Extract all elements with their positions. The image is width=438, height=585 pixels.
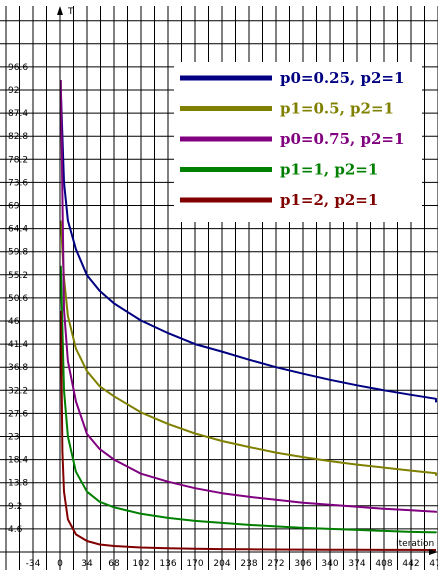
axes: T Iteration — [0, 6, 438, 570]
x-tick-label: 68 — [108, 559, 120, 569]
x-tick-label: 272 — [267, 559, 284, 569]
x-tick-label: 204 — [213, 559, 230, 569]
y-tick-label: 13.8 — [8, 479, 28, 489]
y-tick-label: 78.2 — [8, 155, 28, 165]
y-tick-label: 96.6 — [8, 63, 28, 73]
x-tick-label: 0 — [57, 559, 63, 569]
legend-entry: p1=2, p2=1 — [280, 191, 378, 209]
y-tick-label: 9.2 — [8, 502, 22, 512]
y-tick-label: 41.4 — [8, 340, 28, 350]
x-axis-label: Iteration — [396, 539, 434, 549]
series-line-4 — [59, 265, 437, 534]
y-tick-label: 50.6 — [8, 294, 28, 304]
legend-entry: p1=1, p2=1 — [280, 161, 378, 179]
y-tick-label: 82.8 — [8, 132, 28, 142]
x-tick-label: 306 — [294, 559, 311, 569]
legend-entry: p0=0.75, p2=1 — [280, 130, 404, 148]
y-axis-arrow — [57, 6, 63, 15]
y-tick-label: 59.8 — [8, 248, 28, 258]
legend-background — [174, 62, 422, 222]
series-line-5 — [59, 310, 437, 551]
x-tick-label: 34 — [81, 559, 93, 569]
legend-entry: p0=0.25, p2=1 — [280, 69, 404, 87]
tick-labels: -88-340346810213617020423827230634037440… — [8, 63, 438, 569]
y-tick-label: 73.6 — [8, 178, 28, 188]
legend: p0=0.25, p2=1 p1=0.5, p2=1 p0=0.75, p2=1 p1… — [174, 62, 422, 222]
x-tick-label: -34 — [26, 559, 41, 569]
x-tick-label: 340 — [321, 559, 338, 569]
series-line-1 — [59, 89, 437, 403]
x-tick-label: 408 — [375, 559, 392, 569]
y-tick-label: 32.2 — [8, 386, 28, 396]
y-tick-label: 87.4 — [8, 109, 28, 119]
x-tick-label: 238 — [240, 559, 257, 569]
x-axis-arrow — [429, 549, 438, 555]
series-line-3 — [59, 79, 437, 513]
y-tick-label: 46 — [8, 317, 20, 327]
y-tick-label: 23 — [8, 433, 19, 443]
y-tick-label: 18.4 — [8, 456, 28, 466]
x-tick-label: 136 — [159, 559, 176, 569]
y-tick-label: 69 — [8, 202, 20, 212]
series-line-2 — [59, 220, 437, 476]
y-tick-label: 36.8 — [8, 363, 28, 373]
x-tick-label: 476 — [429, 559, 438, 569]
y-tick-label: 55.2 — [8, 271, 28, 281]
y-tick-label: 92 — [8, 86, 19, 96]
x-tick-label: 442 — [402, 559, 419, 569]
x-tick-label: 374 — [348, 559, 365, 569]
x-tick-label: 102 — [132, 559, 149, 569]
x-tick-label: 170 — [186, 559, 203, 569]
y-tick-label: 64.4 — [8, 225, 28, 235]
y-axis-label: T — [67, 7, 74, 17]
y-tick-label: 4.6 — [8, 525, 23, 535]
legend-entry: p1=0.5, p2=1 — [280, 100, 394, 118]
y-tick-label: 27.6 — [8, 409, 28, 419]
series-lines — [59, 79, 437, 551]
grid — [0, 6, 438, 570]
